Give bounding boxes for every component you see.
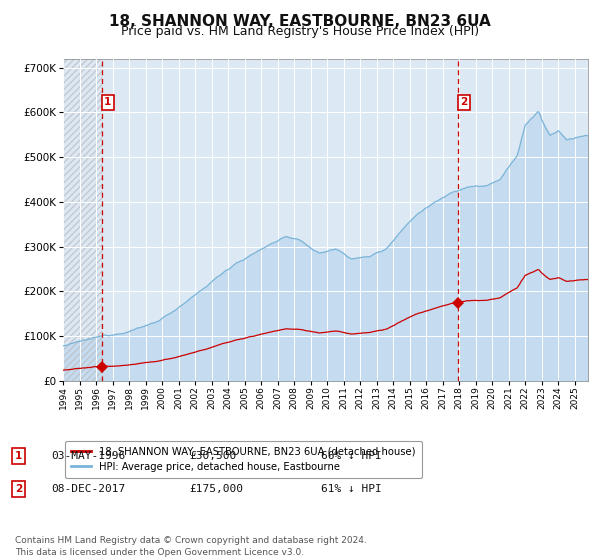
Text: 2: 2 [461, 97, 468, 108]
Text: 66% ↓ HPI: 66% ↓ HPI [321, 451, 382, 461]
Text: 18, SHANNON WAY, EASTBOURNE, BN23 6UA: 18, SHANNON WAY, EASTBOURNE, BN23 6UA [109, 14, 491, 29]
Legend: 18, SHANNON WAY, EASTBOURNE, BN23 6UA (detached house), HPI: Average price, deta: 18, SHANNON WAY, EASTBOURNE, BN23 6UA (d… [65, 441, 422, 478]
Text: £175,000: £175,000 [189, 484, 243, 494]
Text: £30,500: £30,500 [189, 451, 236, 461]
Text: Contains HM Land Registry data © Crown copyright and database right 2024.
This d: Contains HM Land Registry data © Crown c… [15, 536, 367, 557]
Text: 61% ↓ HPI: 61% ↓ HPI [321, 484, 382, 494]
Text: 08-DEC-2017: 08-DEC-2017 [51, 484, 125, 494]
Text: 1: 1 [15, 451, 22, 461]
Text: Price paid vs. HM Land Registry's House Price Index (HPI): Price paid vs. HM Land Registry's House … [121, 25, 479, 38]
Text: 2: 2 [15, 484, 22, 494]
Text: 1: 1 [104, 97, 112, 108]
Text: 03-MAY-1996: 03-MAY-1996 [51, 451, 125, 461]
